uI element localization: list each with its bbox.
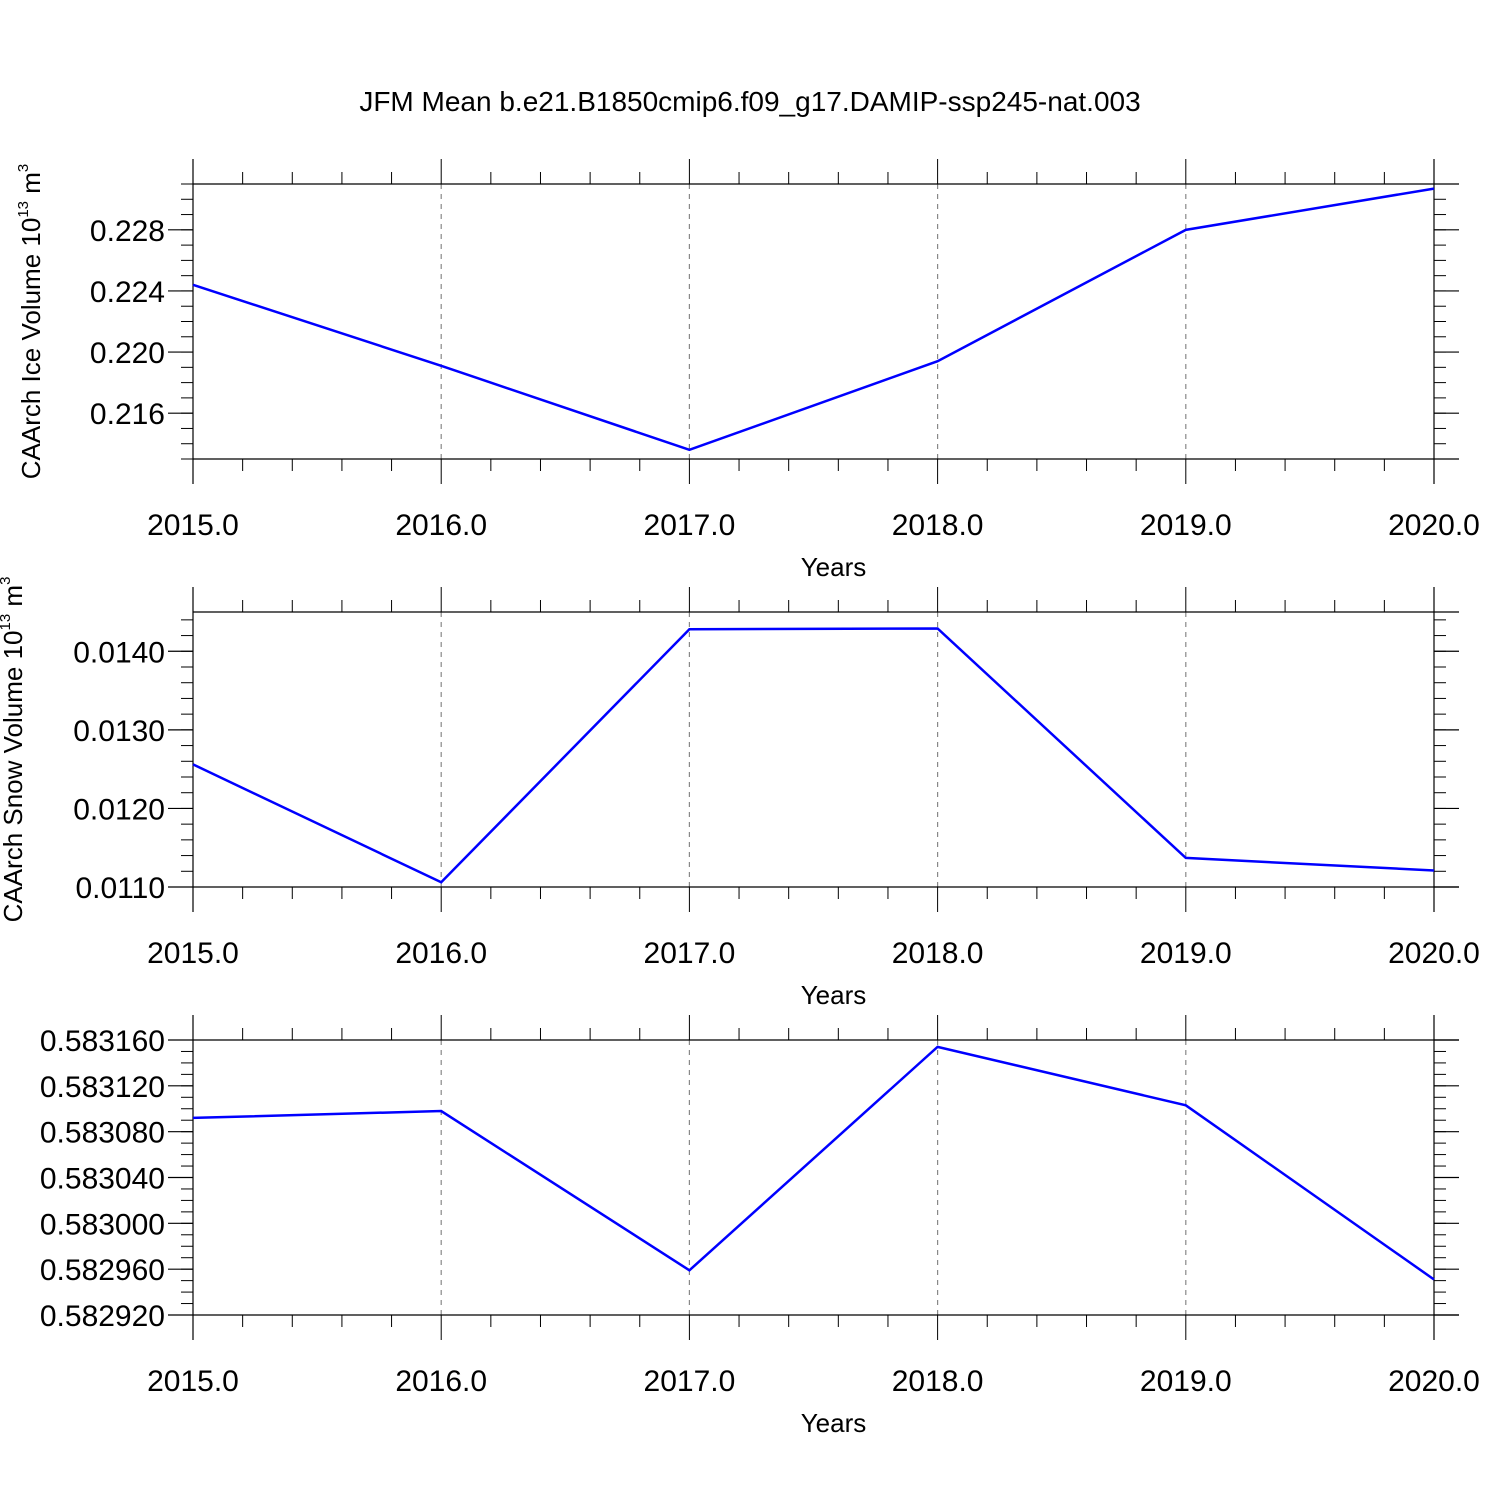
x-tick-label: 2020.0 [1388, 937, 1480, 970]
y-tick-label: 0.0120 [73, 793, 165, 826]
y-tick-label: 0.220 [90, 337, 165, 370]
y-axis-label-part: CAArch Ice Volume 10 [16, 218, 46, 480]
y-tick-label: 0.582960 [40, 1254, 165, 1287]
series-line [192, 627, 1435, 884]
x-tick-label: 2019.0 [1140, 937, 1232, 970]
x-tick-label: 2019.0 [1140, 1365, 1232, 1398]
y-axis-label: CAArch Snow Volume 1013 m3 [0, 577, 28, 923]
panel-3: 2015.0 2016.0 2017.0 2018.0 2019.0 2020.0 0.58… [40, 1015, 1480, 1438]
x-tick-label: 2017.0 [644, 937, 736, 970]
y-tick-label: 0.228 [90, 215, 165, 248]
x-tick-label: 2015.0 [147, 509, 239, 542]
y-axis-label-part: m [0, 585, 28, 614]
y-axis-label-part: 13 [15, 201, 32, 218]
x-tick-label: 2018.0 [892, 937, 984, 970]
y-tick-label: 0.583120 [40, 1071, 165, 1104]
y-tick-label: 0.582920 [40, 1300, 165, 1333]
panels: 2015.0 2016.0 2017.0 2018.0 2019.0 2020.0 0.21… [0, 159, 1480, 1438]
x-tick-label: 2016.0 [395, 937, 487, 970]
x-tick-label: 2015.0 [147, 937, 239, 970]
x-axis-label: Years [801, 980, 867, 1010]
x-tick-label: 2020.0 [1388, 509, 1480, 542]
figure-title: JFM Mean b.e21.B1850cmip6.f09_g17.DAMIP-… [359, 86, 1140, 117]
y-tick-label: 0.0140 [73, 636, 165, 669]
x-tick-label: 2019.0 [1140, 509, 1232, 542]
x-tick-label: 2017.0 [644, 1365, 736, 1398]
x-axis-label: Years [801, 1408, 867, 1438]
panel-1: 2015.0 2016.0 2017.0 2018.0 2019.0 2020.0 0.21… [15, 159, 1480, 582]
y-axis-label-part: 3 [0, 577, 14, 585]
y-axis-label: CAArch Ice Volume 1013 m3 [15, 164, 46, 480]
y-tick-label: 0.583160 [40, 1025, 165, 1058]
x-tick-label: 2020.0 [1388, 1365, 1480, 1398]
y-axis-label-part: 3 [15, 164, 32, 172]
y-axis-label-part: 13 [0, 614, 14, 631]
y-tick-label: 0.0130 [73, 715, 165, 748]
x-tick-label: 2015.0 [147, 1365, 239, 1398]
y-tick-label: 0.216 [90, 398, 165, 431]
x-tick-label: 2018.0 [892, 1365, 984, 1398]
y-tick-label: 0.583040 [40, 1163, 165, 1196]
y-axis-label-part: m [16, 172, 46, 201]
x-tick-label: 2018.0 [892, 509, 984, 542]
x-tick-label: 2016.0 [395, 509, 487, 542]
y-axis-label-part: CAArch Snow Volume 10 [0, 630, 28, 922]
y-tick-label: 0.224 [90, 276, 165, 309]
y-tick-label: 0.0110 [75, 872, 165, 905]
y-tick-label: 0.583080 [40, 1117, 165, 1150]
series-line [192, 187, 1435, 452]
x-tick-label: 2016.0 [395, 1365, 487, 1398]
y-tick-label: 0.583000 [40, 1208, 165, 1241]
x-axis-label: Years [801, 552, 867, 582]
x-tick-label: 2017.0 [644, 509, 736, 542]
panel-2: 2015.0 2016.0 2017.0 2018.0 2019.0 2020.0 0.01… [0, 577, 1480, 1010]
series-line [192, 1045, 1435, 1281]
